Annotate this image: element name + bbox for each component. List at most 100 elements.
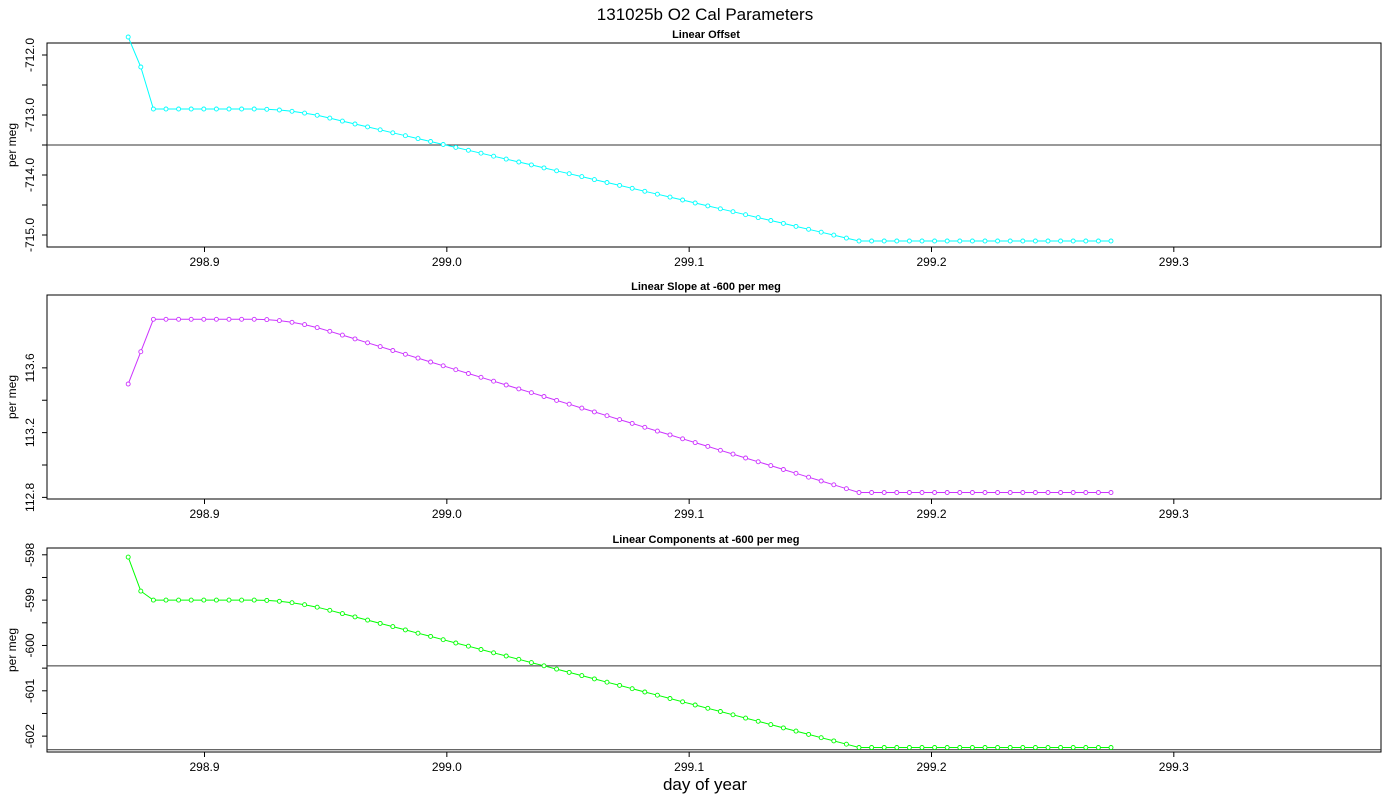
data-point (869, 238, 875, 244)
data-point (768, 463, 774, 469)
data-point (919, 490, 925, 495)
x-tick-label: 299.3 (1159, 255, 1189, 269)
plot-frame (46, 294, 1382, 500)
data-point (465, 643, 471, 649)
data-point (428, 633, 434, 639)
data-point (289, 108, 295, 114)
data-point (465, 147, 471, 153)
data-point (806, 226, 812, 232)
data-point (982, 490, 988, 495)
data-point (1095, 745, 1101, 750)
data-point (1108, 745, 1114, 750)
data-point (881, 238, 887, 244)
data-point (201, 316, 207, 322)
data-point (1083, 490, 1089, 495)
data-point (680, 197, 686, 203)
data-point (604, 413, 610, 419)
data-point (831, 232, 837, 238)
data-point (617, 682, 623, 688)
data-point (503, 653, 509, 659)
data-point (163, 106, 169, 112)
y-tick-label: -714.0 (23, 158, 37, 192)
y-tick-label: -598 (23, 542, 37, 566)
data-point (239, 106, 245, 112)
data-point (465, 371, 471, 376)
data-point (982, 238, 988, 244)
data-point (1095, 238, 1101, 244)
y-tick-label: -715.0 (23, 218, 37, 252)
data-point (390, 130, 396, 136)
data-point (906, 745, 912, 750)
data-point (264, 317, 270, 323)
data-point (642, 424, 648, 430)
data-point (491, 153, 497, 159)
data-point (1007, 490, 1013, 495)
data-point (894, 745, 900, 750)
data-point (768, 722, 774, 728)
data-point (390, 348, 396, 353)
data-point (957, 238, 963, 244)
data-point (377, 127, 383, 133)
data-point (995, 238, 1001, 244)
data-point (352, 336, 358, 342)
data-point (541, 663, 547, 669)
data-point (944, 490, 950, 495)
data-point (869, 745, 875, 750)
data-point (352, 614, 358, 620)
x-tick-label: 299.3 (1159, 760, 1189, 774)
x-tick-label: 299.2 (916, 507, 946, 521)
data-point (201, 106, 207, 112)
data-point (818, 735, 824, 741)
data-point (1058, 238, 1064, 244)
data-point (1032, 238, 1038, 244)
data-point (491, 650, 497, 656)
data-point (932, 490, 938, 495)
data-point (402, 133, 408, 139)
data-point (780, 725, 786, 731)
data-point (717, 709, 723, 714)
data-point (743, 455, 749, 461)
data-point (843, 235, 849, 241)
y-tick-label: 112.8 (23, 482, 37, 511)
data-point (176, 597, 182, 603)
x-tick-label: 299.2 (916, 760, 946, 774)
data-point (302, 602, 308, 608)
data-point (491, 378, 497, 384)
data-point (692, 702, 698, 708)
panel-title: Linear Components at -600 per meg (612, 534, 799, 546)
data-point (730, 209, 736, 215)
data-point (617, 417, 623, 423)
y-tick-label: -602 (23, 724, 37, 748)
data-point (1045, 490, 1051, 495)
data-point (402, 627, 408, 633)
data-point (478, 150, 484, 156)
data-point (617, 182, 623, 188)
x-tick-label: 299.0 (432, 760, 462, 774)
x-tick-label: 299.1 (674, 760, 704, 774)
data-point (579, 174, 585, 180)
data-point (213, 316, 219, 322)
data-point (528, 162, 534, 168)
data-point (831, 738, 837, 744)
data-point (377, 620, 383, 626)
data-point (516, 159, 522, 165)
data-point (957, 745, 963, 750)
data-point (289, 600, 295, 606)
data-point (982, 745, 988, 750)
data-point (251, 316, 257, 322)
data-point (1045, 238, 1051, 244)
data-point (276, 107, 282, 113)
data-point (239, 316, 245, 322)
data-point (869, 490, 875, 495)
data-point (856, 238, 862, 244)
x-tick-label: 299.0 (432, 255, 462, 269)
data-point (528, 660, 534, 666)
data-point (881, 490, 887, 495)
data-point (428, 359, 434, 365)
data-point (428, 139, 434, 144)
data-point (604, 180, 610, 185)
y-axis-label: per meg (5, 628, 19, 672)
y-axis-label: per meg (5, 123, 19, 167)
data-point (1083, 238, 1089, 244)
